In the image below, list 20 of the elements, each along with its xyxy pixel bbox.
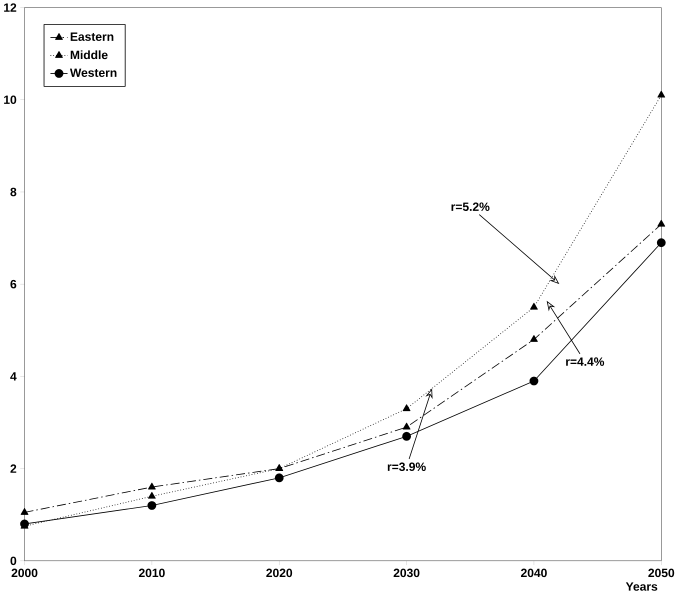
y-tick-label: 8	[10, 188, 16, 196]
y-tick-label: 0	[10, 556, 16, 566]
x-tick-label: 2020	[266, 568, 292, 578]
x-axis-title: Years	[626, 582, 658, 591]
x-tick-label: 2030	[394, 568, 420, 578]
y-tick-label: 2	[10, 464, 16, 473]
y-tick-label: 12	[4, 3, 16, 12]
legend-label: Eastern	[70, 32, 114, 41]
x-tick-label: 2040	[520, 568, 547, 578]
legend-label: Western	[70, 68, 116, 77]
y-tick-label: 6	[10, 280, 16, 288]
x-tick-label: 2010	[138, 568, 165, 578]
annotation: r=5.2%	[451, 202, 490, 211]
annotation: r=3.9%	[388, 462, 426, 471]
annotation: r=4.4%	[566, 357, 604, 366]
y-tick-label: 10	[4, 95, 16, 104]
y-tick-label: 4	[10, 372, 17, 380]
legend-label: Middle	[70, 50, 108, 60]
x-tick-label: 2050	[648, 568, 674, 578]
x-tick-label: 2000	[12, 568, 38, 578]
